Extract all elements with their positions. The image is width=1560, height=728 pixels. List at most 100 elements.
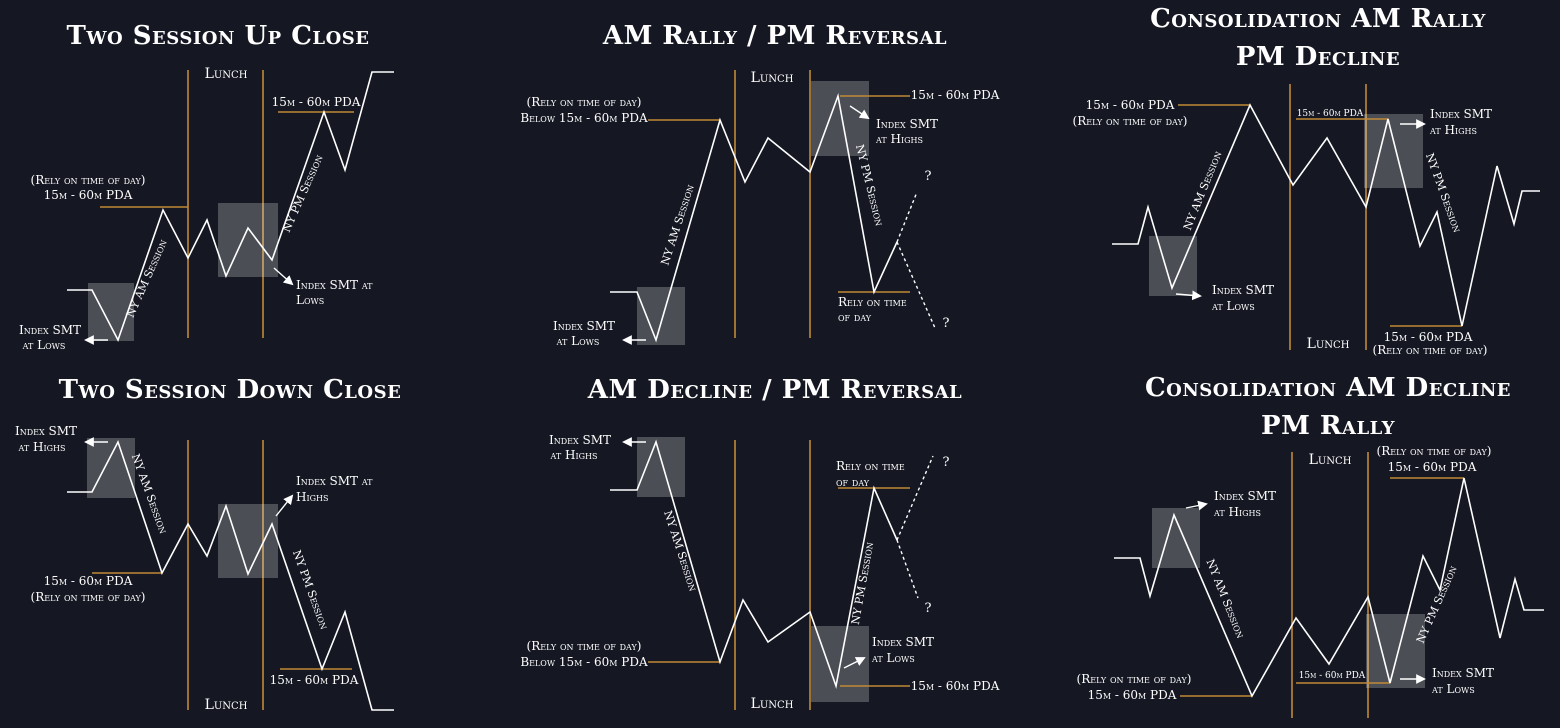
panel-title-line-1: Consolidation AM Decline (1145, 373, 1511, 403)
smt-low-label-1: Index SMT (19, 323, 81, 337)
pda-label-2: (Rely on time of day) (31, 590, 146, 604)
pm-session-label: NY PM Session (849, 541, 876, 625)
smt-high-right-label-1: Index SMT at (296, 474, 373, 488)
pda-label-1: 15m - 60m PDA (1086, 98, 1175, 112)
smt-low-label-1: Index SMT (1212, 283, 1274, 297)
panel-consolidation-am-decline-pm-rally: Consolidation AM Decline PM Rally Lunch … (1077, 373, 1544, 718)
pda-label-2: 15m - 60m PDA (44, 188, 133, 202)
smt-low-label-1: Index SMT (872, 635, 934, 649)
lunch-label: Lunch (751, 70, 794, 86)
smt-box-mid (218, 203, 278, 277)
panel-am-rally-pm-reversal: AM Rally / PM Reversal Lunch ? ? (Rely o… (520, 21, 999, 348)
price-path (67, 71, 394, 343)
panel-title-line-2: PM Rally (1261, 411, 1396, 441)
am-session-label: NY AM Session (1181, 149, 1225, 232)
pda-label-1: (Rely on time of day) (31, 173, 146, 187)
rely-label-2: of day (836, 475, 870, 489)
pm-session-label: NY PM Session (853, 143, 886, 227)
pm-session-label: NY PM Session (280, 153, 326, 235)
smt-box-mid (218, 504, 278, 578)
smt-low-label-1: Index SMT (1432, 666, 1494, 680)
arrow-smt-low (1175, 290, 1202, 301)
smt-high-label-1: Index SMT (876, 117, 938, 131)
lunch-label: Lunch (751, 696, 794, 712)
smt-low-right-label-1: Index SMT at (296, 278, 373, 292)
pda-label-1: (Rely on time of day) (527, 639, 642, 653)
pda-top-label: 15m - 60m PDA (272, 95, 361, 109)
smt-high-label-1: Index SMT (1214, 489, 1276, 503)
smt-low-right-label-2: Lows (296, 293, 324, 307)
pda-bottom-label-2: (Rely on time of day) (1373, 343, 1488, 357)
smt-low-label-2: at Lows (22, 338, 66, 352)
panel-title: AM Decline / PM Reversal (587, 375, 962, 405)
smt-high-label-1: Index SMT (1430, 107, 1492, 121)
question-top: ? (943, 455, 950, 470)
smt-box-low (637, 287, 685, 345)
arrow-smt-high (1185, 500, 1208, 511)
smt-high-label-2: at Highs (875, 132, 923, 146)
pda-label-2: (Rely on time of day) (1073, 114, 1188, 128)
pda-bottom-label-1: 15m - 60m PDA (1384, 330, 1473, 344)
pda-label-2: Below 15m - 60m PDA (520, 111, 648, 125)
panel-title-line-1: Consolidation AM Rally (1150, 4, 1486, 34)
question-bottom: ? (943, 316, 950, 331)
pda-bottom-label: 15m - 60m PDA (270, 673, 359, 687)
lunch-label: Lunch (1307, 336, 1350, 352)
price-path (1112, 103, 1540, 327)
pm-session-label: NY PM Session (290, 548, 331, 631)
panel-two-session-up-close: Two Session Up Close Lunch (Rely on time… (19, 21, 394, 352)
smt-low-label-2: at Lows (1431, 682, 1475, 696)
rely-label-1: Rely on time (836, 459, 905, 473)
pda-label-1: 15m - 60m PDA (44, 574, 133, 588)
arrow-smt-low (843, 657, 866, 669)
smt-low-label-1: Index SMT (553, 319, 615, 333)
smt-low-label-2: at Lows (1211, 299, 1255, 313)
pda-small-label: 15m - 60m PDA (1297, 109, 1364, 119)
smt-box-low (88, 283, 134, 341)
pda-label-1: (Rely on time of day) (527, 95, 642, 109)
panel-title: Two Session Up Close (66, 21, 369, 51)
rely-label-1: Rely on time (838, 295, 907, 309)
price-path (610, 439, 898, 690)
projection-down (896, 241, 936, 329)
arrow-smt-low-right (273, 267, 294, 286)
question-bottom: ? (925, 601, 932, 616)
price-path (1114, 477, 1544, 698)
am-session-label: NY AM Session (661, 509, 699, 593)
rely-top-label-1: (Rely on time of day) (1377, 444, 1492, 458)
rely-top-label-2: 15m - 60m PDA (1388, 460, 1477, 474)
smt-box-high (637, 437, 685, 497)
panel-two-session-down-close: Two Session Down Close Lunch Index SMT a… (15, 375, 401, 713)
projection-down (896, 539, 919, 599)
pm-session-label: NY PM Session (1423, 151, 1464, 234)
smt-high-label-2: at Highs (1429, 123, 1477, 137)
panel-title: AM Rally / PM Reversal (602, 21, 947, 51)
arrow-smt-high-right (275, 494, 294, 517)
price-path (67, 439, 394, 711)
pda-bottom-label: 15m - 60m PDA (911, 679, 1000, 693)
pda-label-2: 15m - 60m PDA (1088, 688, 1177, 702)
smt-high-label-2: at Highs (18, 440, 66, 454)
lunch-label: Lunch (205, 66, 248, 82)
pda-label-1: (Rely on time of day) (1077, 672, 1192, 686)
smt-high-right-label-2: Highs (296, 490, 328, 504)
panel-am-decline-pm-reversal: AM Decline / PM Reversal Lunch ? ? Index… (520, 375, 999, 712)
panel-title-line-2: PM Decline (1236, 42, 1400, 72)
lunch-label: Lunch (205, 697, 248, 713)
pda-label-2: Below 15m - 60m PDA (520, 655, 648, 669)
panel-consolidation-am-rally-pm-decline: Consolidation AM Rally PM Decline Lunch … (1073, 4, 1540, 357)
projection-up (896, 191, 918, 243)
arrow-smt-high (849, 105, 870, 120)
pda-small-label: 15m - 60m PDA (1299, 671, 1366, 681)
rely-label-2: of day (838, 310, 872, 324)
question-top: ? (925, 169, 932, 184)
panel-title: Two Session Down Close (59, 375, 402, 405)
smt-high-label-1: Index SMT (15, 424, 77, 438)
smt-high-label-1: Index SMT (549, 433, 611, 447)
smt-high-label-2: at Highs (1213, 505, 1261, 519)
smt-low-label-2: at Lows (556, 334, 600, 348)
smt-high-label-2: at Highs (550, 448, 598, 462)
pda-top-label: 15m - 60m PDA (911, 88, 1000, 102)
price-path (610, 92, 898, 343)
